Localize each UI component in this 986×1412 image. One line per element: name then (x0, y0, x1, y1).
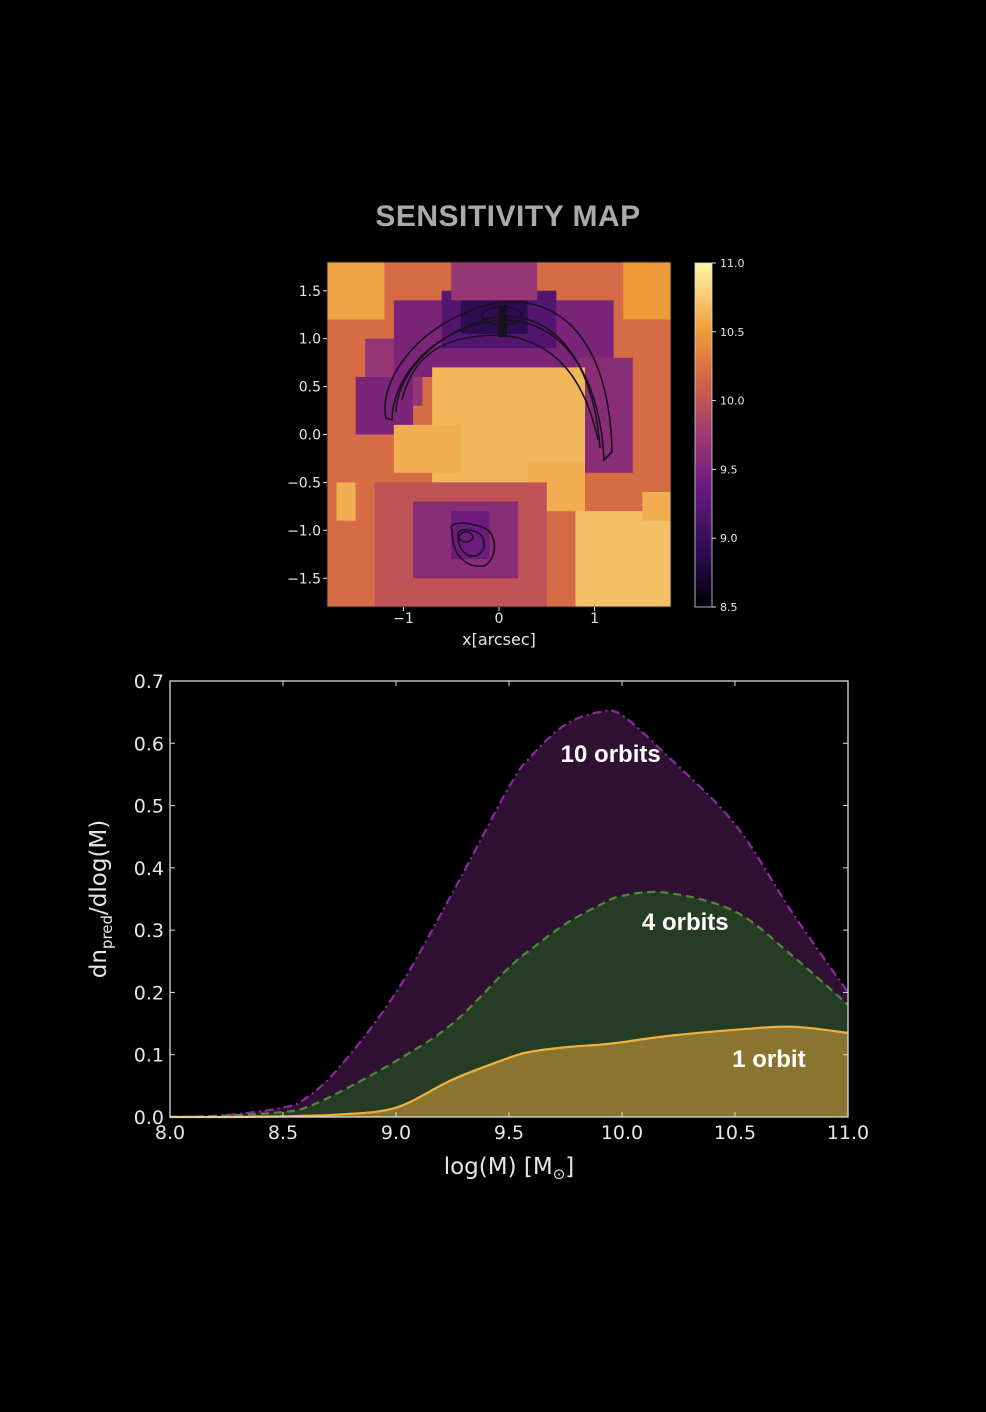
colorbar-tick-label: 10.5 (720, 326, 745, 339)
colorbar-tick-label: 9.0 (720, 532, 738, 545)
blob-contour-inner (457, 528, 485, 558)
heatmap-y-tick-label: −1.5 (287, 571, 321, 587)
colorbar-ticks: 11.0 10.5 10.0 9.5 9.0 8.5 (712, 257, 745, 614)
y-tick-label: 0.0 (134, 1107, 164, 1129)
series-area (170, 1026, 848, 1118)
heatmap-y-tick-label: 1.0 (299, 332, 321, 348)
colorbar-tick-label: 11.0 (720, 257, 745, 270)
series-line (169, 1025, 849, 1119)
arc-contours (384, 300, 613, 567)
area-series (169, 709, 849, 1119)
series-label: 4 orbits (642, 909, 729, 936)
y-tick-label: 0.7 (134, 671, 164, 693)
heatmap-cells (327, 262, 671, 607)
heatmap-y-tick-label: 0.5 (299, 380, 321, 396)
blob-contour-core (458, 531, 474, 543)
y-tick-label: 0.4 (134, 858, 164, 880)
colorbar-tick-label: 8.5 (720, 601, 738, 614)
series-line (169, 709, 849, 1119)
heatmap-y-tick-label: 1.5 (299, 284, 321, 300)
colorbar (694, 262, 713, 608)
colorbar-tick-label: 9.5 (720, 463, 738, 476)
heatmap-y-tick-label: −1.0 (287, 523, 321, 539)
y-tick-label: 0.2 (134, 982, 164, 1004)
y-tick-label: 0.1 (134, 1045, 164, 1067)
heatmap-cell (575, 511, 671, 607)
y-tick-label: 0.6 (134, 733, 164, 755)
area-x-axis-label: log(M) [M⊙] (444, 1154, 575, 1183)
series-label: 10 orbits (561, 741, 661, 768)
colorbar-tick-label: 10.0 (720, 395, 745, 408)
x-tick-label: 11.0 (827, 1122, 869, 1144)
series-line (169, 890, 849, 1119)
heatmap-cell (327, 262, 385, 320)
heatmap-axes: −1 0 1 1.5 1.0 0.5 0.0 −0.5 −1.0 −1.5 (287, 284, 599, 627)
area-y-axis-label: dnpred/dlog(M) (86, 820, 116, 979)
y-tick-label: 0.5 (134, 796, 164, 818)
x-tick-label: 10.5 (714, 1122, 756, 1144)
heatmap-cell (451, 262, 538, 301)
heatmap-x-tick-label: 1 (590, 611, 599, 627)
heatmap-cell (336, 482, 356, 521)
x-tick-label: 8.5 (268, 1122, 298, 1144)
x-tick-label: 9.5 (494, 1122, 524, 1144)
page-title: SENSITIVITY MAP (375, 200, 641, 233)
y-tick-label: 0.3 (134, 920, 164, 942)
heatmap-x-axis-label: x[arcsec] (462, 630, 536, 649)
x-tick-label: 9.0 (381, 1122, 411, 1144)
heatmap-x-tick-label: 0 (495, 611, 504, 627)
heatmap-y-tick-label: −0.5 (287, 475, 321, 491)
blob-contour-outer (450, 522, 496, 567)
heatmap-x-tick-label: −1 (393, 611, 414, 627)
area-axes: 8.0 8.5 9.0 9.5 10.0 10.5 11.0 0.0 0.1 0.2 0.3 0.4 0… (134, 671, 869, 1144)
x-tick-label: 10.0 (601, 1122, 643, 1144)
heatmap-cell (642, 492, 671, 521)
series-label: 1 orbit (732, 1046, 805, 1073)
heatmap-y-tick-label: 0.0 (299, 428, 321, 444)
core-marker (498, 305, 507, 337)
heatmap-cell (393, 424, 461, 473)
heatmap-cell (623, 262, 671, 320)
area-series-labels: 10 orbits 4 orbits 1 orbit (561, 741, 806, 1073)
x-tick-label: 8.0 (155, 1122, 185, 1144)
